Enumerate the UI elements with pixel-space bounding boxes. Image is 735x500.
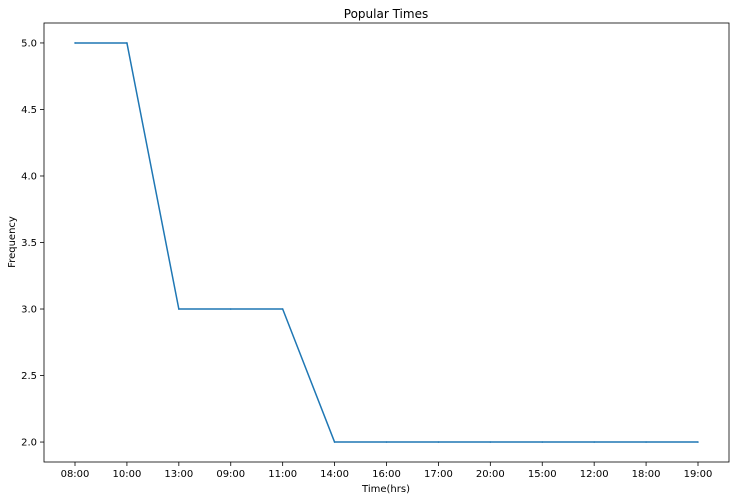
data-point <box>697 441 699 443</box>
x-tick-label: 20:00 <box>476 469 505 480</box>
x-tick-label: 13:00 <box>164 469 193 480</box>
x-tick-label: 08:00 <box>61 469 90 480</box>
x-tick-label: 15:00 <box>528 469 557 480</box>
y-tick-label: 3.0 <box>21 305 37 316</box>
x-tick-label: 12:00 <box>580 469 609 480</box>
y-axis: 2.0 2.5 3.0 3.5 4.0 4.5 5.0 <box>21 38 44 449</box>
data-point <box>593 441 595 443</box>
data-point <box>645 441 647 443</box>
data-point <box>178 308 180 310</box>
y-tick-label: 5.0 <box>21 38 37 49</box>
series-layer <box>74 42 699 443</box>
x-tick-label: 17:00 <box>424 469 453 480</box>
y-tick-label: 2.0 <box>21 438 37 449</box>
data-point <box>333 441 336 443</box>
x-axis: 08:00 10:00 13:00 09:00 11:00 14:00 16:00 17:00… <box>61 462 713 480</box>
x-axis-label: Time(hrs) <box>361 484 410 495</box>
data-point <box>229 308 232 310</box>
data-point <box>437 441 440 443</box>
data-point <box>489 441 492 443</box>
y-tick-label: 4.5 <box>21 105 37 116</box>
x-tick-label: 10:00 <box>113 469 142 480</box>
data-point <box>281 308 284 310</box>
data-point <box>74 42 76 44</box>
plot-area-frame <box>43 22 730 463</box>
chart-title: Popular Times <box>344 7 428 21</box>
y-tick-label: 4.0 <box>21 171 37 182</box>
series-line <box>75 42 698 443</box>
data-point <box>385 441 388 443</box>
x-tick-label: 16:00 <box>372 469 401 480</box>
x-tick-label: 09:00 <box>216 469 245 480</box>
x-tick-label: 11:00 <box>268 469 297 480</box>
y-tick-label: 3.5 <box>21 238 37 249</box>
data-point <box>126 42 128 44</box>
x-tick-label: 19:00 <box>684 469 713 480</box>
data-point <box>541 441 544 443</box>
y-axis-label: Frequency <box>7 216 18 268</box>
x-tick-label: 14:00 <box>320 469 349 480</box>
x-tick-label: 18:00 <box>632 469 661 480</box>
y-tick-label: 2.5 <box>21 371 37 382</box>
